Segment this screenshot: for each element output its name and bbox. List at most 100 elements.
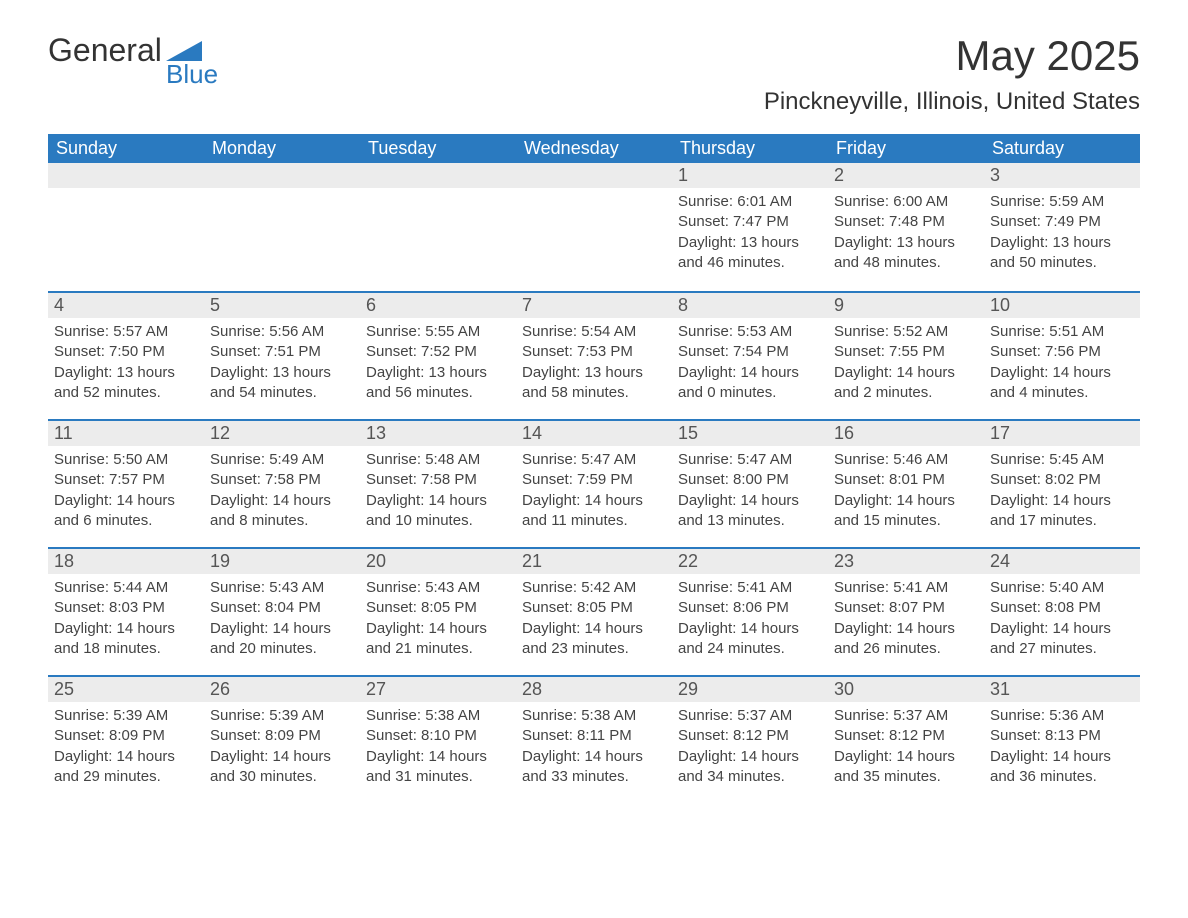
sunset-line: Sunset: 8:01 PM xyxy=(834,470,978,490)
sunrise-line: Sunrise: 5:41 AM xyxy=(834,578,978,598)
dow-header: Tuesday xyxy=(360,134,516,163)
day-body: Sunrise: 5:57 AMSunset: 7:50 PMDaylight:… xyxy=(48,318,204,407)
daylight-line: Daylight: 14 hours and 24 minutes. xyxy=(678,619,822,660)
daylight-line: Daylight: 14 hours and 18 minutes. xyxy=(54,619,198,660)
day-number: 1 xyxy=(672,163,828,188)
daylight-line: Daylight: 13 hours and 52 minutes. xyxy=(54,363,198,404)
daylight-line: Daylight: 14 hours and 20 minutes. xyxy=(210,619,354,660)
day-number: 7 xyxy=(516,291,672,318)
sunrise-line: Sunrise: 5:56 AM xyxy=(210,322,354,342)
sunrise-line: Sunrise: 5:50 AM xyxy=(54,450,198,470)
daylight-line: Daylight: 14 hours and 13 minutes. xyxy=(678,491,822,532)
day-cell: 27Sunrise: 5:38 AMSunset: 8:10 PMDayligh… xyxy=(360,675,516,803)
sunrise-line: Sunrise: 5:53 AM xyxy=(678,322,822,342)
day-number: 18 xyxy=(48,547,204,574)
day-number: 17 xyxy=(984,419,1140,446)
empty-day-bar xyxy=(204,163,360,188)
location-text: Pinckneyville, Illinois, United States xyxy=(764,88,1140,116)
daylight-line: Daylight: 14 hours and 35 minutes. xyxy=(834,747,978,788)
sunset-line: Sunset: 8:09 PM xyxy=(210,726,354,746)
day-cell: 30Sunrise: 5:37 AMSunset: 8:12 PMDayligh… xyxy=(828,675,984,803)
sunset-line: Sunset: 7:53 PM xyxy=(522,342,666,362)
day-body: Sunrise: 5:45 AMSunset: 8:02 PMDaylight:… xyxy=(984,446,1140,535)
sunrise-line: Sunrise: 5:37 AM xyxy=(834,706,978,726)
day-cell: 6Sunrise: 5:55 AMSunset: 7:52 PMDaylight… xyxy=(360,291,516,419)
empty-day-bar xyxy=(48,163,204,188)
day-number: 19 xyxy=(204,547,360,574)
day-cell: 8Sunrise: 5:53 AMSunset: 7:54 PMDaylight… xyxy=(672,291,828,419)
sunset-line: Sunset: 7:54 PM xyxy=(678,342,822,362)
dow-header: Saturday xyxy=(984,134,1140,163)
sunset-line: Sunset: 8:06 PM xyxy=(678,598,822,618)
day-body: Sunrise: 5:39 AMSunset: 8:09 PMDaylight:… xyxy=(204,702,360,791)
day-cell: 17Sunrise: 5:45 AMSunset: 8:02 PMDayligh… xyxy=(984,419,1140,547)
week-row: 18Sunrise: 5:44 AMSunset: 8:03 PMDayligh… xyxy=(48,547,1140,675)
day-body: Sunrise: 5:41 AMSunset: 8:06 PMDaylight:… xyxy=(672,574,828,663)
sunrise-line: Sunrise: 5:47 AM xyxy=(522,450,666,470)
logo-triangle-icon xyxy=(166,41,202,61)
sunrise-line: Sunrise: 5:36 AM xyxy=(990,706,1134,726)
sunset-line: Sunset: 7:59 PM xyxy=(522,470,666,490)
sunset-line: Sunset: 7:56 PM xyxy=(990,342,1134,362)
sunset-line: Sunset: 7:48 PM xyxy=(834,212,978,232)
sunrise-line: Sunrise: 5:39 AM xyxy=(54,706,198,726)
day-body: Sunrise: 5:38 AMSunset: 8:10 PMDaylight:… xyxy=(360,702,516,791)
day-number: 24 xyxy=(984,547,1140,574)
day-number: 31 xyxy=(984,675,1140,702)
sunrise-line: Sunrise: 5:43 AM xyxy=(210,578,354,598)
day-cell: 2Sunrise: 6:00 AMSunset: 7:48 PMDaylight… xyxy=(828,163,984,291)
sunset-line: Sunset: 8:04 PM xyxy=(210,598,354,618)
day-cell: 5Sunrise: 5:56 AMSunset: 7:51 PMDaylight… xyxy=(204,291,360,419)
day-body: Sunrise: 5:53 AMSunset: 7:54 PMDaylight:… xyxy=(672,318,828,407)
sunset-line: Sunset: 7:55 PM xyxy=(834,342,978,362)
day-body: Sunrise: 5:37 AMSunset: 8:12 PMDaylight:… xyxy=(672,702,828,791)
day-cell: 18Sunrise: 5:44 AMSunset: 8:03 PMDayligh… xyxy=(48,547,204,675)
daylight-line: Daylight: 13 hours and 58 minutes. xyxy=(522,363,666,404)
sunrise-line: Sunrise: 5:46 AM xyxy=(834,450,978,470)
day-cell: 16Sunrise: 5:46 AMSunset: 8:01 PMDayligh… xyxy=(828,419,984,547)
sunrise-line: Sunrise: 5:59 AM xyxy=(990,192,1134,212)
day-body: Sunrise: 5:39 AMSunset: 8:09 PMDaylight:… xyxy=(48,702,204,791)
daylight-line: Daylight: 14 hours and 2 minutes. xyxy=(834,363,978,404)
sunset-line: Sunset: 8:11 PM xyxy=(522,726,666,746)
day-body: Sunrise: 5:52 AMSunset: 7:55 PMDaylight:… xyxy=(828,318,984,407)
sunrise-line: Sunrise: 5:55 AM xyxy=(366,322,510,342)
daylight-line: Daylight: 13 hours and 56 minutes. xyxy=(366,363,510,404)
sunrise-line: Sunrise: 5:38 AM xyxy=(522,706,666,726)
daylight-line: Daylight: 14 hours and 30 minutes. xyxy=(210,747,354,788)
sunset-line: Sunset: 8:12 PM xyxy=(834,726,978,746)
empty-cell xyxy=(516,163,672,291)
day-cell: 15Sunrise: 5:47 AMSunset: 8:00 PMDayligh… xyxy=(672,419,828,547)
week-row: 1Sunrise: 6:01 AMSunset: 7:47 PMDaylight… xyxy=(48,163,1140,291)
header: General Blue May 2025 Pinckneyville, Ill… xyxy=(48,32,1140,116)
day-number: 12 xyxy=(204,419,360,446)
empty-cell xyxy=(204,163,360,291)
sunrise-line: Sunrise: 5:42 AM xyxy=(522,578,666,598)
day-body: Sunrise: 5:54 AMSunset: 7:53 PMDaylight:… xyxy=(516,318,672,407)
dow-header: Sunday xyxy=(48,134,204,163)
sunset-line: Sunset: 8:08 PM xyxy=(990,598,1134,618)
day-number: 6 xyxy=(360,291,516,318)
day-number: 4 xyxy=(48,291,204,318)
day-body: Sunrise: 5:56 AMSunset: 7:51 PMDaylight:… xyxy=(204,318,360,407)
sunset-line: Sunset: 8:10 PM xyxy=(366,726,510,746)
sunset-line: Sunset: 8:07 PM xyxy=(834,598,978,618)
sunrise-line: Sunrise: 5:48 AM xyxy=(366,450,510,470)
day-body: Sunrise: 5:47 AMSunset: 8:00 PMDaylight:… xyxy=(672,446,828,535)
sunrise-line: Sunrise: 6:01 AM xyxy=(678,192,822,212)
day-body: Sunrise: 5:40 AMSunset: 8:08 PMDaylight:… xyxy=(984,574,1140,663)
day-cell: 19 Sunrise: 5:43 AMSunset: 8:04 PMDayligh… xyxy=(204,547,360,675)
day-body: Sunrise: 5:46 AMSunset: 8:01 PMDaylight:… xyxy=(828,446,984,535)
day-cell: 24Sunrise: 5:40 AMSunset: 8:08 PMDayligh… xyxy=(984,547,1140,675)
sunset-line: Sunset: 7:51 PM xyxy=(210,342,354,362)
day-number: 27 xyxy=(360,675,516,702)
day-cell: 22Sunrise: 5:41 AMSunset: 8:06 PMDayligh… xyxy=(672,547,828,675)
daylight-line: Daylight: 14 hours and 36 minutes. xyxy=(990,747,1134,788)
sunrise-line: Sunrise: 5:54 AM xyxy=(522,322,666,342)
sunset-line: Sunset: 7:57 PM xyxy=(54,470,198,490)
sunrise-line: Sunrise: 5:45 AM xyxy=(990,450,1134,470)
logo-sub-text: Blue xyxy=(166,59,218,90)
daylight-line: Daylight: 13 hours and 48 minutes. xyxy=(834,233,978,274)
day-cell: 25Sunrise: 5:39 AMSunset: 8:09 PMDayligh… xyxy=(48,675,204,803)
sunset-line: Sunset: 7:58 PM xyxy=(366,470,510,490)
